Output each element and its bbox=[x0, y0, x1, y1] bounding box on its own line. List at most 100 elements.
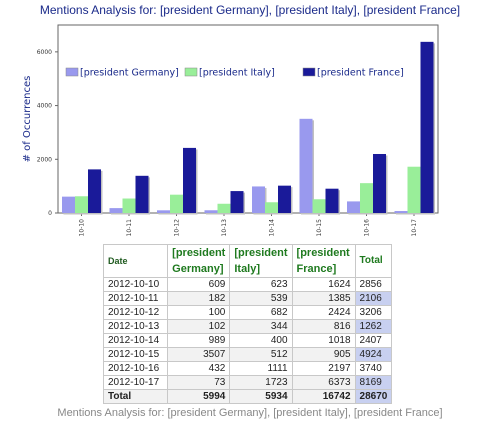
cell-france: 816 bbox=[291, 319, 356, 334]
y-tick-label: 2000 bbox=[37, 156, 52, 163]
table-row: 2012-10-13 102 344 816 1262 bbox=[102, 319, 393, 334]
y-tick-label: 4000 bbox=[37, 103, 52, 110]
cell-total: 4924 bbox=[354, 347, 393, 362]
cell-germany: 102 bbox=[167, 319, 231, 334]
y-tick-label: 6000 bbox=[37, 49, 52, 56]
cell-total: 3206 bbox=[354, 305, 393, 320]
cell-total: 3740 bbox=[354, 361, 393, 376]
bar bbox=[170, 194, 183, 213]
legend-swatch bbox=[184, 67, 198, 77]
chart-title: Mentions Analysis for: [president German… bbox=[39, 3, 461, 17]
x-tick-label: 10-15 bbox=[316, 219, 323, 237]
cell-germany: 182 bbox=[167, 291, 231, 306]
bar bbox=[88, 169, 101, 213]
bar bbox=[360, 183, 373, 213]
legend-swatch bbox=[302, 67, 316, 77]
bar bbox=[217, 203, 231, 213]
cell-germany: 989 bbox=[167, 333, 231, 348]
legend-label: [president Italy] bbox=[199, 68, 275, 79]
chart-axes: 0 2000 4000 6000 # of Occurrences 10-10 10-11 1… bbox=[22, 24, 439, 237]
header-france: [president France] bbox=[291, 244, 356, 278]
cell-total: 2106 bbox=[354, 291, 393, 306]
table-header-row: Date [president Germany] [president Ital… bbox=[102, 244, 393, 278]
cell-total: 8169 bbox=[354, 375, 393, 390]
y-axis-label: # of Occurrences bbox=[22, 76, 33, 163]
cell-france: 1018 bbox=[291, 333, 356, 348]
x-tick-label: 10-10 bbox=[79, 219, 86, 237]
cell-italy: 400 bbox=[229, 333, 293, 348]
bar-chart: 0 2000 4000 6000 # of Occurrences 10-10 10-11 1… bbox=[22, 24, 439, 237]
table-row: 2012-10-17 73 1723 6373 8169 bbox=[102, 375, 393, 390]
cell-france: 1385 bbox=[291, 291, 356, 306]
bar bbox=[394, 211, 408, 213]
bar-shadow bbox=[396, 212, 409, 215]
data-table: Date [president Germany] [president Ital… bbox=[102, 244, 393, 404]
legend-label: [president France] bbox=[317, 68, 404, 79]
y-tick-label: 0 bbox=[48, 210, 52, 217]
x-tick-label: 10-13 bbox=[221, 219, 228, 237]
cell-italy: 623 bbox=[229, 277, 293, 292]
cell-germany: 609 bbox=[167, 277, 231, 292]
cell-date: 2012-10-11 bbox=[102, 291, 169, 306]
cell-total-label: Total bbox=[102, 389, 169, 404]
bar bbox=[278, 185, 291, 213]
x-tick-label: 10-12 bbox=[174, 219, 181, 237]
bar bbox=[325, 188, 339, 213]
header-date: Date bbox=[102, 244, 169, 278]
cell-date: 2012-10-10 bbox=[102, 277, 169, 292]
table-row: 2012-10-11 182 539 1385 2106 bbox=[102, 291, 393, 306]
chart-legend: [president Germany] [president Italy] [pre… bbox=[65, 67, 404, 79]
bar bbox=[312, 199, 326, 213]
cell-total-germany: 5994 bbox=[167, 389, 231, 404]
table-row: 2012-10-14 989 400 1018 2407 bbox=[102, 333, 393, 348]
cell-germany: 432 bbox=[167, 361, 231, 376]
cell-date: 2012-10-13 bbox=[102, 319, 169, 334]
bar bbox=[299, 118, 313, 213]
bar bbox=[230, 191, 244, 213]
bar bbox=[204, 210, 218, 213]
cell-germany: 100 bbox=[167, 305, 231, 320]
cell-total-italy: 5934 bbox=[229, 389, 293, 404]
bar bbox=[122, 198, 136, 213]
bar-shadow bbox=[206, 211, 219, 215]
bar-shadow bbox=[158, 211, 172, 215]
table-row: 2012-10-10 609 623 1624 2856 bbox=[102, 277, 393, 292]
cell-italy: 1111 bbox=[229, 361, 293, 376]
bar bbox=[157, 210, 170, 213]
header-total: Total bbox=[354, 244, 393, 278]
legend-swatch bbox=[65, 67, 79, 77]
bar bbox=[373, 153, 386, 213]
cell-germany: 3507 bbox=[167, 347, 231, 362]
bar bbox=[265, 202, 278, 213]
table-row: 2012-10-16 432 1111 2197 3740 bbox=[102, 361, 393, 376]
header-italy: [president Italy] bbox=[229, 244, 293, 278]
x-tick-label: 10-16 bbox=[364, 219, 371, 237]
x-tick-label: 10-14 bbox=[269, 219, 276, 237]
bar bbox=[109, 208, 123, 213]
cell-france: 905 bbox=[291, 347, 356, 362]
chart-caption: Mentions Analysis for: [president German… bbox=[57, 407, 443, 419]
cell-france: 1624 bbox=[291, 277, 356, 292]
cell-france: 2424 bbox=[291, 305, 356, 320]
cell-date: 2012-10-17 bbox=[102, 375, 169, 390]
cell-italy: 1723 bbox=[229, 375, 293, 390]
cell-germany: 73 bbox=[167, 375, 231, 390]
table-body: 2012-10-10 609 623 1624 2856 2012-10-11 182 539… bbox=[102, 277, 393, 404]
cell-grand-total: 28670 bbox=[354, 389, 393, 404]
cell-total: 2856 bbox=[354, 277, 393, 292]
bar bbox=[75, 196, 88, 213]
legend-label: [president Germany] bbox=[80, 68, 179, 79]
bar bbox=[135, 175, 149, 213]
cell-total: 2407 bbox=[354, 333, 393, 348]
header-germany: [president Germany] bbox=[167, 244, 231, 278]
bar bbox=[62, 196, 75, 213]
chart-bars bbox=[62, 41, 435, 215]
bar bbox=[407, 166, 421, 213]
cell-date: 2012-10-14 bbox=[102, 333, 169, 348]
cell-france: 6373 bbox=[291, 375, 356, 390]
cell-italy: 682 bbox=[229, 305, 293, 320]
table-total-row: Total 5994 5934 16742 28670 bbox=[102, 389, 393, 404]
cell-total-france: 16742 bbox=[291, 389, 356, 404]
cell-italy: 539 bbox=[229, 291, 293, 306]
bar bbox=[252, 186, 265, 213]
